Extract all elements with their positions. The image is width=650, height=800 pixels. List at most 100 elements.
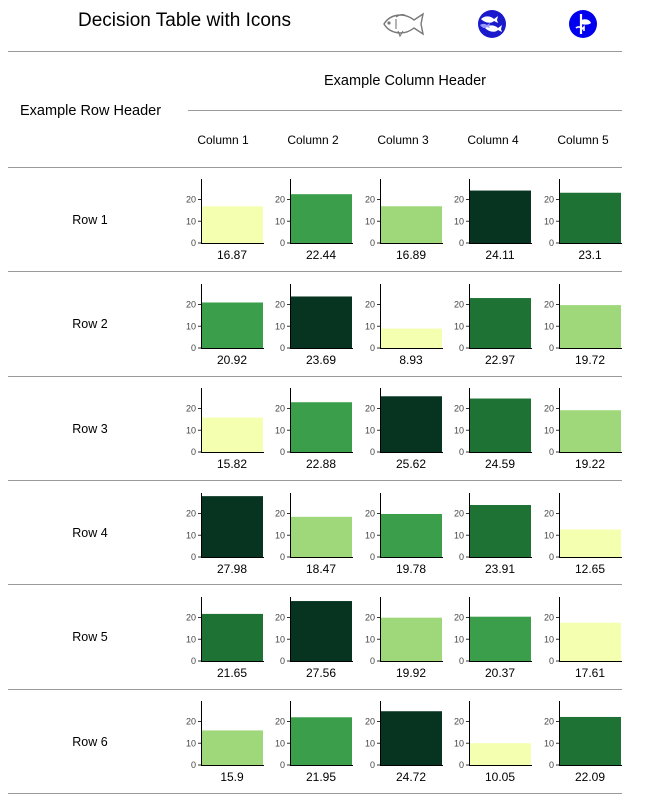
y-tick-label: 10 [454,216,464,226]
row-divider [8,480,622,481]
bar [290,601,352,661]
value-label: 19.22 [575,457,605,471]
value-label: 22.97 [485,353,515,367]
y-tick-label: 10 [544,216,554,226]
bar [559,305,621,348]
y-tick-label: 20 [275,509,285,519]
bar [290,717,352,765]
bar [290,194,352,243]
header-divider [8,51,622,52]
y-tick-label: 10 [186,425,196,435]
bar [469,504,531,557]
bar [559,529,621,557]
y-tick-label: 20 [186,717,196,727]
value-label: 19.92 [396,666,426,680]
y-tick-label: 0 [191,552,196,562]
bar [559,622,621,661]
row-group-header: Example Row Header [20,103,162,119]
row-header-5: Row 5 [72,630,108,644]
column-header-4: Column 4 [467,133,519,147]
y-tick-label: 0 [549,238,554,248]
y-tick-label: 0 [549,760,554,770]
y-tick-label: 10 [544,738,554,748]
y-tick-label: 0 [549,552,554,562]
bar [201,730,263,765]
y-tick-label: 0 [459,656,464,666]
y-tick-label: 20 [544,717,554,727]
y-tick-label: 20 [454,300,464,310]
y-tick-label: 0 [459,238,464,248]
y-tick-label: 10 [365,425,375,435]
bar [469,398,531,452]
y-tick-label: 20 [544,300,554,310]
value-label: 23.69 [306,353,336,367]
bar [290,296,352,348]
y-tick-label: 20 [365,300,375,310]
value-label: 24.11 [485,248,514,262]
value-label: 19.78 [396,562,426,576]
y-tick-label: 10 [544,634,554,644]
y-tick-label: 10 [454,634,464,644]
table-header-divider [8,167,622,168]
y-tick-label: 0 [280,447,285,457]
value-label: 22.88 [306,457,336,471]
row-divider [8,271,622,272]
value-label: 19.72 [575,353,605,367]
bar [201,496,263,557]
y-tick-label: 10 [186,634,196,644]
y-tick-label: 0 [280,552,285,562]
y-tick-label: 20 [275,300,285,310]
y-tick-label: 10 [454,321,464,331]
y-tick-label: 20 [544,195,554,205]
y-tick-label: 0 [370,238,375,248]
y-tick-label: 10 [544,321,554,331]
row-header-6: Row 6 [72,735,108,749]
y-tick-label: 20 [275,195,285,205]
row-divider [8,584,622,585]
blue-fish-circle-icon [569,10,597,38]
y-tick-label: 10 [365,530,375,540]
y-tick-label: 20 [365,613,375,623]
fish-outline-icon [383,12,425,38]
value-label: 27.56 [306,666,336,680]
value-label: 20.37 [485,666,515,680]
y-tick-label: 20 [454,195,464,205]
y-tick-label: 10 [186,216,196,226]
y-tick-label: 0 [191,656,196,666]
bar [469,616,531,661]
row-divider [8,793,622,794]
column-header-5: Column 5 [557,133,609,147]
y-tick-label: 20 [365,717,375,727]
bar [201,206,263,243]
y-tick-label: 0 [280,343,285,353]
bar [469,298,531,348]
y-tick-label: 10 [544,425,554,435]
y-tick-label: 20 [454,613,464,623]
y-tick-label: 0 [191,760,196,770]
y-tick-label: 20 [275,404,285,414]
y-tick-label: 0 [370,343,375,353]
bar [290,516,352,557]
y-tick-label: 20 [275,613,285,623]
column-group-header: Example Column Header [324,73,486,89]
value-label: 18.47 [306,562,336,576]
y-tick-label: 20 [275,717,285,727]
y-tick-label: 10 [275,530,285,540]
bar [201,302,263,348]
y-tick-label: 0 [370,447,375,457]
y-tick-label: 0 [191,238,196,248]
y-tick-label: 0 [459,552,464,562]
column-header-1: Column 1 [197,133,249,147]
y-tick-label: 10 [186,738,196,748]
y-tick-label: 20 [186,404,196,414]
bar [380,328,442,348]
bar [380,617,442,661]
value-label: 15.9 [220,770,244,784]
bar [380,396,442,452]
bar [469,743,531,765]
y-tick-label: 10 [275,738,285,748]
y-tick-label: 0 [549,656,554,666]
bar [559,410,621,452]
y-tick-label: 10 [365,216,375,226]
